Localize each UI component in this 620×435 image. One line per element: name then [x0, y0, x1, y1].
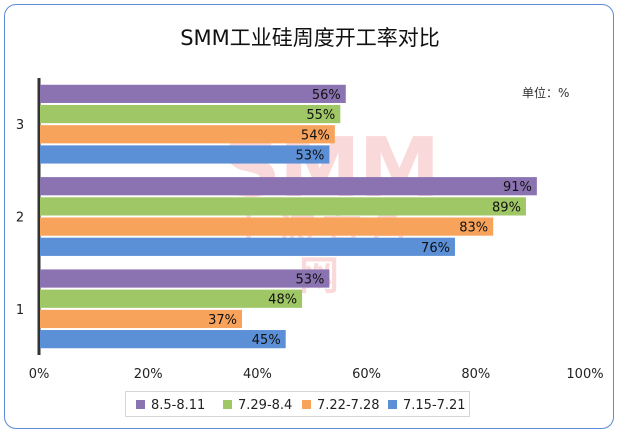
bar: [40, 217, 494, 236]
legend-swatch: [223, 400, 232, 409]
legend-label: 7.15-7.21: [403, 398, 466, 413]
x-tick-label: 20%: [134, 367, 163, 382]
data-label: 83%: [459, 221, 488, 236]
legend-label: 8.5-8.11: [151, 398, 206, 413]
data-label: 55%: [306, 108, 335, 123]
data-label: 48%: [268, 293, 297, 308]
y-tick-label: 2: [16, 211, 24, 226]
x-tick-label: 60%: [352, 367, 381, 382]
chart-frame: [4, 4, 614, 429]
legend-item: 7.15-7.21: [388, 398, 466, 413]
data-label: 54%: [301, 128, 330, 143]
legend-item: 7.22-7.28: [302, 398, 380, 413]
chart-title: SMM工业硅周度开工率对比: [180, 26, 440, 50]
bar: [40, 125, 335, 144]
legend-swatch: [302, 400, 311, 409]
legend-swatch: [388, 400, 397, 409]
data-label: 45%: [252, 333, 281, 348]
data-label: 53%: [295, 273, 324, 288]
legend-label: 7.29-8.4: [238, 398, 293, 413]
y-tick-label: 1: [16, 303, 24, 318]
bar: [40, 104, 341, 124]
data-label: 53%: [295, 148, 324, 163]
data-label: 56%: [312, 88, 341, 103]
x-tick-label: 100%: [566, 367, 603, 382]
data-label: 89%: [492, 200, 521, 215]
bar: [40, 237, 455, 256]
bar: [40, 145, 330, 164]
y-tick-label: 3: [16, 118, 24, 133]
legend-item: 8.5-8.11: [136, 398, 205, 413]
data-label: 91%: [503, 180, 532, 195]
unit-label: 单位：%: [522, 86, 570, 100]
legend-label: 7.22-7.28: [317, 398, 380, 413]
x-tick-label: 40%: [243, 367, 272, 382]
x-tick-label: 80%: [461, 367, 490, 382]
bar: [40, 84, 346, 103]
bar: [40, 269, 330, 288]
bar: [40, 197, 526, 216]
legend-swatch: [136, 400, 145, 409]
bar: [40, 309, 243, 329]
legend: 8.5-8.11 7.29-8.4 7.22-7.28 7.15-7.21: [125, 391, 470, 417]
x-tick-label: 0%: [29, 367, 50, 382]
bar: [40, 177, 537, 196]
bar: [40, 289, 303, 308]
data-label: 76%: [421, 241, 450, 256]
data-label: 37%: [208, 313, 237, 328]
bar: [40, 330, 286, 349]
legend-item: 7.29-8.4: [223, 398, 292, 413]
